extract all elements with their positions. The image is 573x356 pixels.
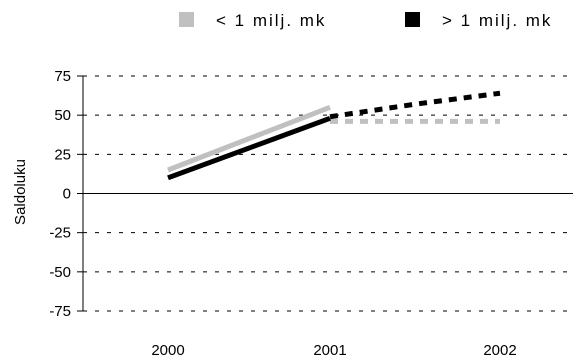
y-tick-label: 75 [54,68,71,85]
series [167,90,501,181]
legend-label: < 1 milj. mk [216,11,326,30]
legend-swatch [179,12,194,27]
y-tick-label: -75 [49,303,71,320]
y-tick-label: -50 [49,264,71,281]
y-axis-title: Saldoluku [12,159,29,225]
series-line-actual [167,115,331,181]
axes [77,75,573,312]
series-line-actual [167,105,331,173]
gridlines [83,75,573,312]
x-tick-labels: 2000 2001 2002 [151,342,516,356]
legend: < 1 milj. mk > 1 milj. mk [179,11,552,30]
x-tick-label: 2002 [483,342,516,356]
x-tick-label: 2001 [313,342,346,356]
series-line-forecast [329,90,501,120]
legend-swatch [405,12,420,27]
legend-label: > 1 milj. mk [442,11,552,30]
y-tick-labels: 75 50 25 0 -25 -50 -75 [49,68,71,320]
y-tick-label: -25 [49,225,71,242]
y-tick-label: 25 [54,146,71,163]
y-tick-label: 0 [63,186,71,203]
y-tick-label: 50 [54,107,71,124]
x-tick-label: 2000 [151,342,184,356]
